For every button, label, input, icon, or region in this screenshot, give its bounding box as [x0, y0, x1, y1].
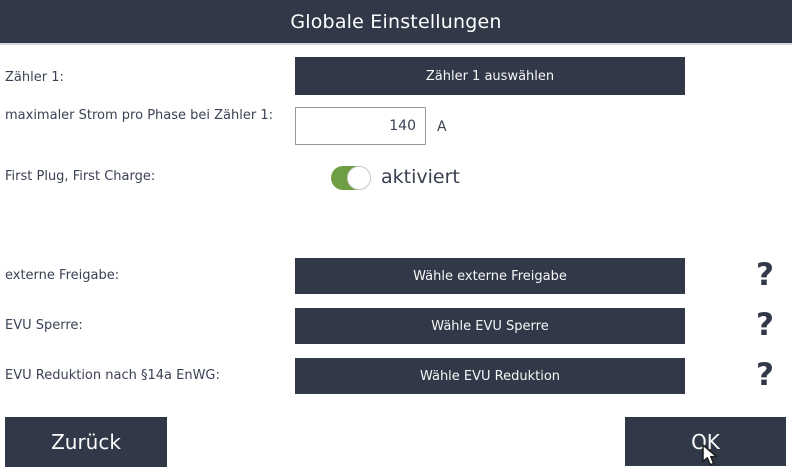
- label-evu-sperre: EVU Sperre:: [5, 318, 83, 333]
- label-externe-freigabe: externe Freigabe:: [5, 268, 120, 283]
- unit-ampere-label: A: [437, 119, 447, 135]
- label-first-plug-first-charge: First Plug, First Charge:: [5, 169, 156, 184]
- page-title: Globale Einstellungen: [290, 10, 502, 33]
- max-strom-input[interactable]: [295, 107, 426, 145]
- back-button[interactable]: Zurück: [5, 417, 167, 467]
- toggle-knob: [347, 166, 371, 190]
- zaehler1-select-button[interactable]: Zähler 1 auswählen: [295, 57, 685, 95]
- label-evu-reduktion: EVU Reduktion nach §14a EnWG:: [5, 368, 220, 383]
- label-zaehler1: Zähler 1:: [5, 70, 64, 85]
- evu-sperre-select-button[interactable]: Wähle EVU Sperre: [295, 308, 685, 344]
- evu-reduktion-help-icon[interactable]: ?: [756, 357, 774, 393]
- externe-freigabe-help-icon[interactable]: ?: [756, 257, 774, 293]
- evu-sperre-help-icon[interactable]: ?: [756, 307, 774, 343]
- first-plug-first-charge-toggle[interactable]: [331, 166, 371, 190]
- dialog-header: Globale Einstellungen: [0, 0, 792, 45]
- evu-reduktion-select-button[interactable]: Wähle EVU Reduktion: [295, 358, 685, 394]
- ok-button[interactable]: OK: [625, 417, 786, 466]
- toggle-state-label: aktiviert: [381, 166, 460, 188]
- label-max-strom: maximaler Strom pro Phase bei Zähler 1:: [5, 108, 273, 123]
- externe-freigabe-select-button[interactable]: Wähle externe Freigabe: [295, 258, 685, 294]
